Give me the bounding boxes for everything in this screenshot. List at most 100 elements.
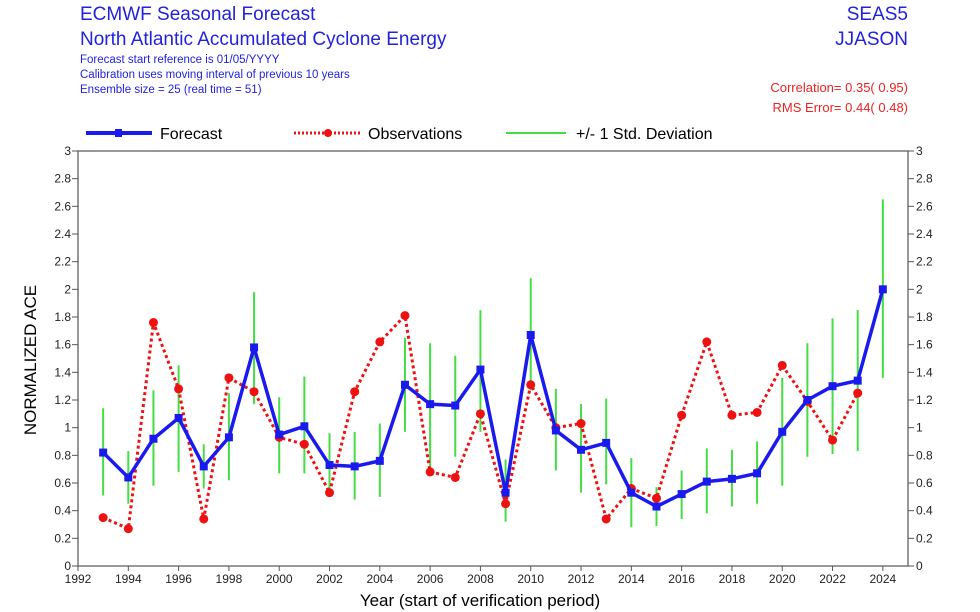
legend-forecast-marker — [115, 129, 122, 137]
y-tick-label-left: 1.8 — [54, 310, 71, 324]
y-tick-label-right: 1.4 — [916, 365, 933, 379]
y-tick-label-right: 0.2 — [916, 531, 933, 545]
forecast-point — [853, 376, 862, 385]
observation-point — [375, 337, 385, 347]
forecast-point — [753, 469, 762, 478]
observation-point — [224, 373, 234, 383]
forecast-point — [526, 330, 535, 339]
legend-observations-label: Observations — [368, 126, 462, 143]
x-tick-label: 1998 — [216, 572, 243, 586]
y-tick-label-left: 2.6 — [54, 199, 71, 213]
observation-point — [450, 472, 460, 482]
observation-point — [299, 439, 309, 449]
y-tick-label-right: 2.2 — [916, 255, 933, 269]
forecast-point — [878, 285, 887, 294]
y-tick-label-left: 1.6 — [54, 338, 71, 352]
y-tick-label-right: 3 — [916, 144, 923, 158]
forecast-point — [275, 430, 284, 439]
y-tick-label-left: 0.2 — [54, 531, 71, 545]
correlation-stat: Correlation= 0.35( 0.95) — [770, 80, 908, 95]
forecast-point — [451, 401, 460, 410]
forecast-point — [375, 456, 384, 465]
legend: Forecast Observations +/- 1 Std. Deviati… — [86, 126, 713, 143]
x-tick-label: 2014 — [618, 572, 645, 586]
x-tick-label: 2000 — [266, 572, 293, 586]
rms-error-stat: RMS Error= 0.44( 0.48) — [772, 100, 908, 115]
forecast-line — [101, 288, 885, 509]
y-tick-label-left: 1 — [64, 421, 71, 435]
forecast-point — [778, 427, 787, 436]
y-tick-label-right: 0.6 — [916, 476, 933, 490]
forecast-point — [174, 413, 183, 422]
y-tick-label-left: 0.6 — [54, 476, 71, 490]
x-tick-label: 2022 — [819, 572, 846, 586]
x-tick-label: 2018 — [719, 572, 746, 586]
observation-point — [98, 513, 108, 523]
observation-point — [199, 514, 209, 524]
observation-point — [325, 488, 335, 498]
calibration-note: Calibration uses moving interval of prev… — [80, 69, 350, 81]
y-tick-label-left: 2.8 — [54, 172, 71, 186]
y-tick-label-right: 0.8 — [916, 448, 933, 462]
y-tick-label-right: 1.6 — [916, 338, 933, 352]
forecast-point — [652, 502, 661, 511]
observation-point — [828, 435, 838, 445]
observation-point — [677, 410, 687, 420]
x-tick-label: 2020 — [769, 572, 796, 586]
observation-point — [249, 387, 259, 397]
y-tick-label-left: 2.2 — [54, 255, 71, 269]
observation-point — [526, 380, 536, 390]
x-tick-label: 1994 — [115, 572, 142, 586]
chart-title: ECMWF Seasonal Forecast — [80, 4, 316, 25]
forecast-point — [501, 488, 510, 497]
season-label: JJASON — [835, 29, 908, 50]
system-label: SEAS5 — [846, 4, 908, 25]
observation-point — [777, 360, 787, 370]
forecast-point — [803, 396, 812, 404]
forecast-point — [199, 462, 208, 471]
x-tick-label: 1992 — [65, 572, 92, 586]
y-tick-label-left: 1.4 — [54, 365, 71, 379]
x-tick-label: 2012 — [568, 572, 595, 586]
forecast-point — [149, 434, 158, 443]
plot-frame — [77, 150, 909, 567]
forecast-point — [350, 462, 359, 471]
chart-subtitle: North Atlantic Accumulated Cyclone Energ… — [80, 29, 447, 50]
forecast-point — [400, 380, 409, 389]
y-tick-label-right: 1.2 — [916, 393, 933, 407]
x-tick-label: 2010 — [517, 572, 544, 586]
observation-point — [651, 493, 661, 503]
y-tick-label-right: 2.4 — [916, 227, 933, 241]
forecast-point — [476, 365, 485, 374]
x-tick-label: 2002 — [316, 572, 343, 586]
forecast-point — [124, 473, 133, 482]
observation-point — [702, 337, 712, 347]
forecast-point — [828, 382, 837, 391]
forecast-point — [99, 448, 108, 457]
x-tick-label: 2024 — [869, 572, 896, 586]
forecast-point — [577, 445, 586, 454]
forecast-point — [677, 490, 686, 499]
forecast-point — [602, 438, 611, 447]
y-tick-label-left: 0.4 — [54, 504, 71, 518]
y-tick-label-left: 3 — [64, 144, 71, 158]
observation-point — [350, 387, 360, 397]
y-tick-label-right: 0.4 — [916, 504, 933, 518]
observation-point — [501, 499, 511, 509]
observation-point — [752, 407, 762, 417]
observation-point — [174, 384, 184, 394]
x-tick-label: 2006 — [417, 572, 444, 586]
x-tick-label: 2004 — [366, 572, 393, 586]
observation-point — [475, 409, 485, 419]
observation-point — [148, 318, 158, 328]
legend-forecast-label: Forecast — [160, 126, 223, 143]
x-tick-label: 1996 — [165, 572, 192, 586]
x-tick-label: 2008 — [467, 572, 494, 586]
forecast-point — [224, 433, 233, 442]
forecast-point — [300, 422, 309, 431]
y-tick-label-right: 2.8 — [916, 172, 933, 186]
y-axis-label: NORMALIZED ACE — [21, 285, 40, 435]
y-tick-label-right: 1 — [916, 421, 923, 435]
observation-point — [123, 524, 133, 534]
